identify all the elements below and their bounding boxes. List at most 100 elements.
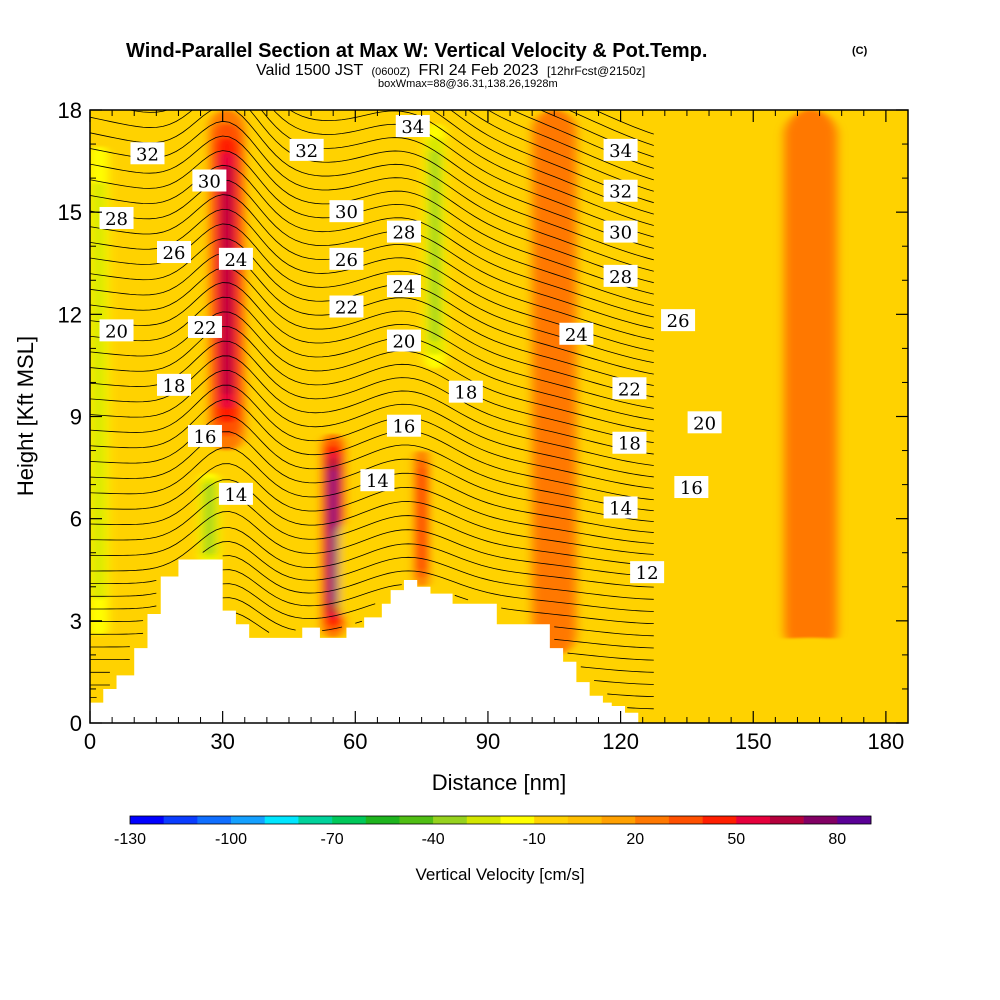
- theta-label-text: 28: [392, 223, 415, 244]
- x-tick-label: 0: [84, 729, 96, 754]
- theta-label-text: 14: [609, 498, 632, 519]
- colorbar-swatch: [837, 816, 872, 824]
- theta-label-bg: [603, 496, 638, 519]
- theta-label-bg: [218, 247, 253, 270]
- theta-label-28: 28: [603, 264, 638, 288]
- theta-contour-12.5-2: [580, 666, 654, 673]
- colorbar-swatch: [466, 816, 501, 824]
- theta-label-34: 34: [603, 138, 638, 162]
- theta-contour-32-0: [289, 110, 654, 226]
- theta-label-bg: [218, 482, 253, 505]
- theta-label-bg: [603, 138, 638, 161]
- theta-label-bg: [329, 247, 364, 270]
- plot-area: 32 30 32 34 34 28 30 32 26 24 28 30 26 24 28 22 26 20 22 24…: [90, 110, 908, 723]
- theta-contour-28.5-0: [90, 150, 654, 306]
- theta-label-text: 22: [194, 318, 217, 339]
- y-tick-label: 12: [58, 302, 82, 327]
- velocity-feature-1-level-3: [204, 482, 214, 555]
- chart-header: Wind-Parallel Section at Max W: Vertical…: [126, 40, 868, 90]
- theta-contour-15-1: [222, 555, 654, 612]
- theta-contour-18-0: [90, 463, 654, 544]
- theta-label-bg: [289, 138, 324, 161]
- y-tick-label: 3: [70, 609, 82, 634]
- theta-label-30: 30: [329, 200, 364, 223]
- colorbar-label: Vertical Velocity [cm/s]: [415, 865, 584, 884]
- colorbar-tick-label: -100: [215, 831, 247, 848]
- y-tick-label: 0: [70, 711, 82, 736]
- colorbar-tick-label: -40: [422, 831, 445, 848]
- theta-contour-32.5-0: [431, 110, 654, 215]
- theta-contour-25.5-0: [90, 238, 654, 375]
- theta-label-text: 32: [609, 182, 632, 203]
- theta-label-text: 26: [163, 243, 186, 264]
- theta-label-26: 26: [157, 241, 192, 264]
- colorbar-tick-labels: -130 -100 -70 -40 -10 20 50 80: [114, 831, 846, 848]
- theta-contour-21-0: [90, 370, 654, 478]
- colorbar-swatch: [264, 816, 299, 824]
- theta-label-text: 14: [366, 471, 389, 492]
- theta-contour-29.5-0: [90, 120, 654, 284]
- theta-contour-19.5-0: [90, 415, 654, 512]
- valid-date: FRI 24 Feb 2023: [418, 62, 538, 79]
- theta-label-20: 20: [687, 411, 722, 434]
- valid-time-utc: (0600Z): [371, 66, 410, 78]
- x-tick-label: 90: [476, 729, 500, 754]
- colorbar-tick-label: 20: [626, 831, 644, 848]
- theta-contour-29-0: [90, 135, 654, 295]
- theta-label-22: 22: [187, 315, 222, 339]
- y-axis: 0 3 6 9 12 15 18: [58, 98, 908, 736]
- velocity-feature-9-level-0: [700, 637, 908, 723]
- y-tick-label: 9: [70, 405, 82, 430]
- theta-contour-11-1: [627, 707, 654, 710]
- theta-contour-27.5-0: [90, 179, 654, 329]
- theta-label-bg: [130, 142, 165, 165]
- theta-label-16: 16: [674, 476, 709, 499]
- velocity-feature-5-level-2: [418, 468, 425, 570]
- theta-contour-15.5-2: [202, 541, 654, 600]
- theta-contour-19-0: [90, 431, 654, 523]
- colorbar-swatch: [500, 816, 535, 824]
- theta-label-text: 26: [335, 250, 358, 271]
- colorbar-tick-label: -130: [114, 831, 146, 848]
- theta-contour-13.5-3: [355, 620, 363, 624]
- theta-contour-12-1: [594, 680, 654, 685]
- theta-contours: [90, 110, 654, 710]
- theta-label-32: 32: [289, 138, 324, 162]
- theta-contour-13.5-4: [554, 638, 654, 649]
- theta-label-22: 22: [612, 377, 647, 400]
- theta-label-bg: [386, 220, 421, 243]
- colorbar-swatch: [635, 816, 670, 824]
- theta-label-28: 28: [99, 206, 134, 230]
- theta-contour-13.5-2: [322, 626, 343, 632]
- theta-contour-24.5-0: [90, 267, 654, 398]
- theta-label-text: 32: [136, 144, 159, 165]
- colorbar-swatch: [736, 816, 771, 824]
- theta-contour-22.5-0: [90, 326, 654, 444]
- theta-label-text: 30: [609, 223, 632, 244]
- theta-label-bg: [386, 275, 421, 298]
- theta-contour-24-0: [90, 282, 654, 409]
- colorbar-swatch: [231, 816, 266, 824]
- theta-label-14: 14: [218, 482, 253, 506]
- theta-label-bg: [329, 200, 364, 223]
- theta-contour-16.5-0: [90, 511, 654, 577]
- copyright-mark: (C): [852, 45, 868, 57]
- theta-contour-23.5-0: [90, 296, 654, 421]
- theta-contour-30-0: [90, 110, 654, 272]
- theta-label-bg: [674, 476, 709, 499]
- theta-contour-14-1: [222, 583, 376, 620]
- x-tick-label: 120: [602, 729, 639, 754]
- terrain-profile: [90, 559, 656, 723]
- colorbar-swatch: [298, 816, 333, 824]
- theta-label-text: 18: [618, 434, 641, 455]
- theta-label-14: 14: [603, 496, 638, 519]
- colorbar: [129, 815, 872, 825]
- theta-label-bg: [630, 561, 665, 584]
- theta-label-text: 30: [198, 172, 221, 193]
- theta-label-24: 24: [218, 247, 253, 271]
- theta-label-text: 24: [224, 250, 247, 271]
- theta-label-12: 12: [630, 561, 665, 584]
- theta-label-bg: [386, 414, 421, 437]
- velocity-feature-7-level-0: [532, 110, 577, 655]
- theta-label-32: 32: [603, 179, 638, 203]
